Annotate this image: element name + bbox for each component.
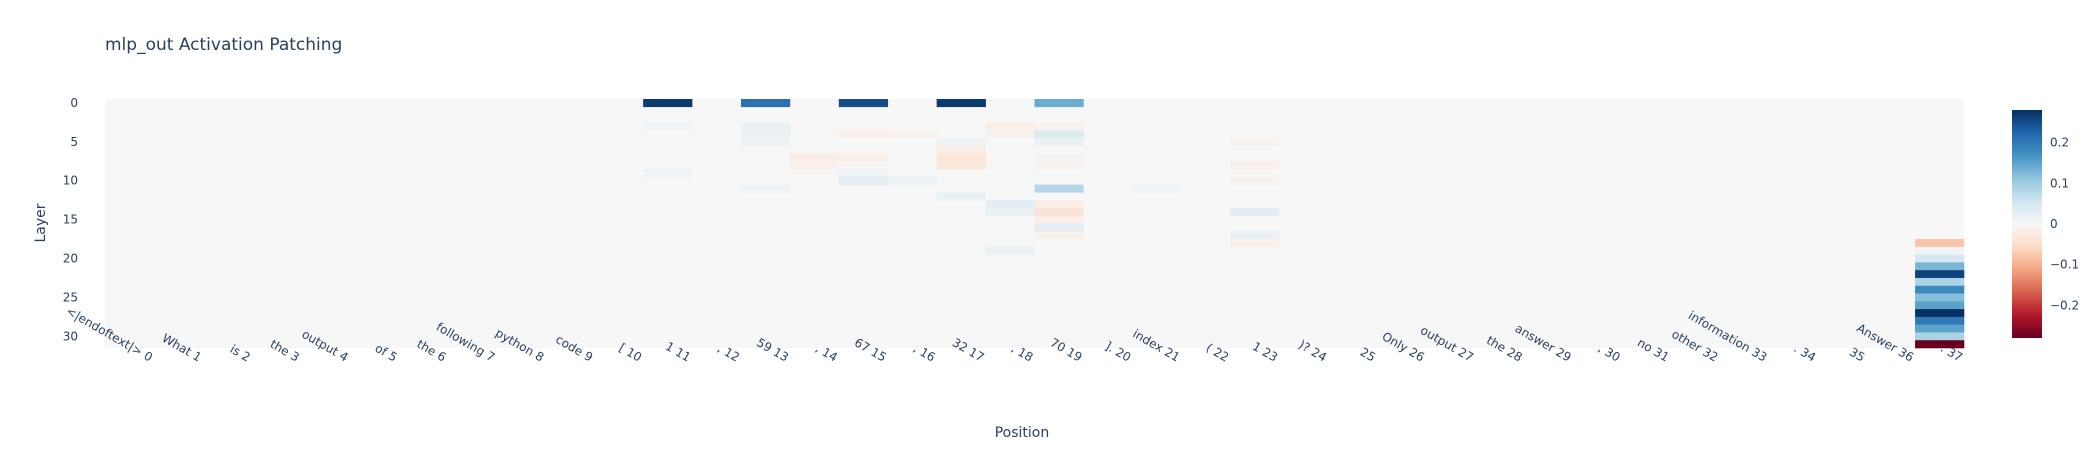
heatmap-cell <box>887 130 937 139</box>
heatmap-cell <box>1915 316 1965 325</box>
heatmap-cell <box>985 207 1035 217</box>
heatmap-cell <box>1915 246 1965 255</box>
heatmap-cell <box>838 176 889 185</box>
colorbar-tick-label: −0.2 <box>2050 298 2079 312</box>
heatmap-cell <box>838 153 889 162</box>
heatmap-cell <box>1034 153 1084 162</box>
heatmap-cell <box>1034 231 1084 240</box>
heatmap-cell <box>789 161 840 170</box>
heatmap-cell <box>1034 122 1084 131</box>
heatmap-cell <box>936 99 986 108</box>
x-axis-label: Position <box>995 425 1050 441</box>
heatmap-cell <box>1034 200 1084 209</box>
heatmap-cell <box>1034 207 1084 217</box>
heatmap-cell <box>1915 324 1965 333</box>
heatmap-cell <box>936 153 986 162</box>
heatmap-cell <box>1915 277 1965 287</box>
x-tick-label: 25 <box>1358 345 1378 365</box>
heatmap-cell <box>1034 223 1084 232</box>
heatmap-cell <box>936 161 986 170</box>
heatmap-cell <box>1915 262 1965 271</box>
heatmap-cell <box>789 153 840 162</box>
heatmap-cell <box>936 192 986 201</box>
heatmap-cell <box>985 130 1035 139</box>
heatmap-cell <box>1034 137 1084 146</box>
colorbar-ticks: 0.2 0.1 0 −0.1 −0.2 <box>2050 136 2079 313</box>
heatmap-cell <box>838 99 889 108</box>
heatmap-cell <box>740 122 791 131</box>
y-tick-label: 15 <box>63 213 78 227</box>
heatmap-cell <box>1034 215 1084 224</box>
heatmap-cell <box>936 145 986 154</box>
y-tick-label: 20 <box>63 252 78 266</box>
heatmap-cell <box>1915 309 1965 318</box>
heatmap-cell <box>1230 137 1280 146</box>
heatmap-cell <box>985 246 1035 255</box>
heatmap-cell <box>1034 161 1084 170</box>
heatmap-cell <box>1915 332 1965 341</box>
heatmap-cell <box>1230 161 1280 170</box>
heatmap-cell <box>740 184 791 193</box>
heatmap-cell <box>1915 239 1965 248</box>
heatmap-cell <box>1230 239 1280 248</box>
heatmap-cell <box>985 200 1035 209</box>
heatmap-cell <box>1230 207 1280 217</box>
heatmap-cell <box>1915 293 1965 302</box>
y-tick-label: 5 <box>70 135 78 149</box>
heatmap-cell <box>1034 99 1084 108</box>
y-axis-label: Layer <box>33 203 49 242</box>
heatmap-cell <box>643 169 693 178</box>
colorbar-tick-label: 0 <box>2050 217 2058 231</box>
chart-title: mlp_out Activation Patching <box>105 35 342 55</box>
heatmap-cell <box>643 99 693 108</box>
heatmap-cell <box>838 130 889 139</box>
heatmap-cell <box>1230 231 1280 240</box>
heatmap-cell <box>1915 301 1965 310</box>
heatmap-cell <box>740 130 791 139</box>
heatmap-cells <box>105 99 1965 349</box>
y-tick-label: 10 <box>63 174 78 188</box>
heatmap-cell <box>1034 130 1084 139</box>
heatmap-cell <box>1915 270 1965 279</box>
heatmap-cell <box>1915 340 1965 349</box>
heatmap-cell <box>1915 254 1965 263</box>
heatmap-cell <box>838 169 889 178</box>
heatmap-cell <box>643 122 693 131</box>
heatmap-cell <box>985 122 1035 131</box>
heatmap-cell <box>740 99 791 108</box>
y-tick-label: 25 <box>63 290 78 304</box>
heatmap-cell <box>1034 184 1084 193</box>
heatmap-cell <box>1915 285 1965 294</box>
y-tick-label: 0 <box>70 96 78 110</box>
colorbar-tick-label: 0.1 <box>2050 176 2069 190</box>
heatmap-cell <box>1132 184 1182 193</box>
heatmap-cell <box>1230 176 1280 185</box>
x-tick-label: 35 <box>1847 345 1867 365</box>
colorbar <box>2012 110 2042 338</box>
colorbar-tick-label: 0.2 <box>2050 136 2069 150</box>
y-axis-ticks: 0 5 10 15 20 25 30 <box>63 96 78 343</box>
heatmap-cell <box>887 176 937 185</box>
heatmap-cell <box>740 137 791 146</box>
heatmap-cell <box>936 137 986 146</box>
colorbar-tick-label: −0.1 <box>2050 258 2079 272</box>
y-tick-label: 30 <box>63 329 78 343</box>
